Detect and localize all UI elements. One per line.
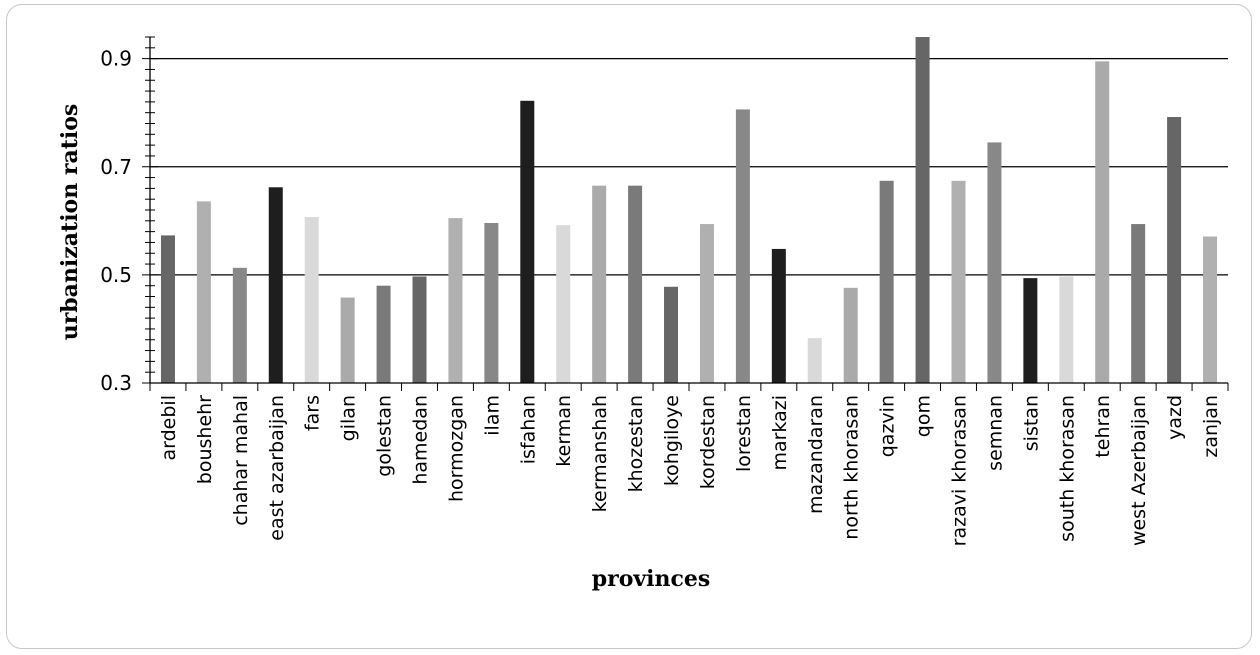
bar-kohgiloye <box>664 286 679 383</box>
y-axis-title: urbanization ratios <box>57 104 83 341</box>
bar-kerman <box>556 225 571 383</box>
bar-hormozgan <box>448 218 463 383</box>
bar-chahar-mahal <box>232 267 247 383</box>
x-label-hormozgan: hormozgan <box>445 395 467 502</box>
bar-lorestan <box>735 109 750 383</box>
x-label-hamedan: hamedan <box>410 395 432 485</box>
x-label-khozestan: khozestan <box>625 395 647 492</box>
bar-isfahan <box>520 100 535 383</box>
x-label-zanjan: zanjan <box>1200 395 1222 458</box>
x-label-ardebil: ardebil <box>158 395 180 461</box>
bar-semnan <box>987 142 1002 383</box>
x-label-fars: fars <box>302 395 324 431</box>
bar-qom <box>915 37 930 383</box>
bar-markazi <box>771 248 786 383</box>
x-label-north-khorasan: north khorasan <box>841 395 863 540</box>
bar-hamedan <box>412 276 427 383</box>
bar-west-azerbaijan <box>1131 224 1146 383</box>
bar-razavi-khorasan <box>951 180 966 383</box>
bar-yazd <box>1167 117 1182 383</box>
x-label-east-azarbaijan: east azarbaijan <box>266 395 288 541</box>
x-label-yazd: yazd <box>1164 395 1186 440</box>
x-label-isfahan: isfahan <box>517 395 539 464</box>
x-label-south-khorasan: south khorasan <box>1056 395 1078 542</box>
x-label-razavi-khorasan: razavi khorasan <box>949 395 971 546</box>
bar-kermanshah <box>592 185 607 383</box>
x-axis-title: provinces <box>592 566 711 592</box>
bar-qazvin <box>879 180 894 383</box>
x-label-tehran: tehran <box>1092 395 1114 458</box>
bar-zanjan <box>1203 236 1218 383</box>
y-tick-label-2: 0.7 <box>100 155 132 179</box>
x-label-golestan: golestan <box>374 395 396 477</box>
bar-fars <box>304 217 319 383</box>
axes <box>142 36 1229 391</box>
x-label-lorestan: lorestan <box>733 395 755 472</box>
bar-tehran <box>1095 61 1110 383</box>
bar-golestan <box>376 285 391 383</box>
x-tick-labels: ardebil boushehr chahar mahal east azarbaij… <box>158 395 1222 547</box>
x-label-qom: qom <box>913 395 935 437</box>
y-tick-label-1: 0.5 <box>100 263 132 287</box>
bar-south-khorasan <box>1059 276 1074 383</box>
x-label-ilam: ilam <box>481 395 503 436</box>
bar-ardebil <box>160 235 175 383</box>
x-label-west-azerbaijan: west Azerbaijan <box>1128 395 1150 546</box>
bar-north-khorasan <box>843 287 858 383</box>
bar-mazandaran <box>807 338 822 383</box>
bar-east-azarbaijan <box>268 187 283 383</box>
bar-boushehr <box>196 201 211 383</box>
x-label-qazvin: qazvin <box>877 395 899 457</box>
y-tick-labels: 0.3 0.5 0.7 0.9 <box>100 47 132 395</box>
x-label-mazandaran: mazandaran <box>805 395 827 514</box>
bars <box>160 37 1218 383</box>
bar-sistan <box>1023 278 1038 383</box>
x-label-kermanshah: kermanshah <box>589 395 611 512</box>
bar-khozestan <box>628 185 643 383</box>
x-label-semnan: semnan <box>984 395 1006 471</box>
x-label-markazi: markazi <box>769 395 791 471</box>
y-tick-label-0: 0.3 <box>100 371 132 395</box>
bar-ilam <box>484 222 499 383</box>
x-label-gilan: gilan <box>338 395 360 441</box>
gridlines <box>150 57 1228 276</box>
x-label-sistan: sistan <box>1020 395 1042 451</box>
y-tick-label-3: 0.9 <box>100 47 132 71</box>
x-label-chahar-mahal: chahar mahal <box>230 395 252 526</box>
bar-kordestan <box>699 224 714 383</box>
x-label-kerman: kerman <box>553 395 575 467</box>
x-label-kordestan: kordestan <box>697 395 719 489</box>
x-label-kohgiloye: kohgiloye <box>661 395 683 486</box>
x-label-boushehr: boushehr <box>194 395 216 484</box>
bar-gilan <box>340 297 355 383</box>
